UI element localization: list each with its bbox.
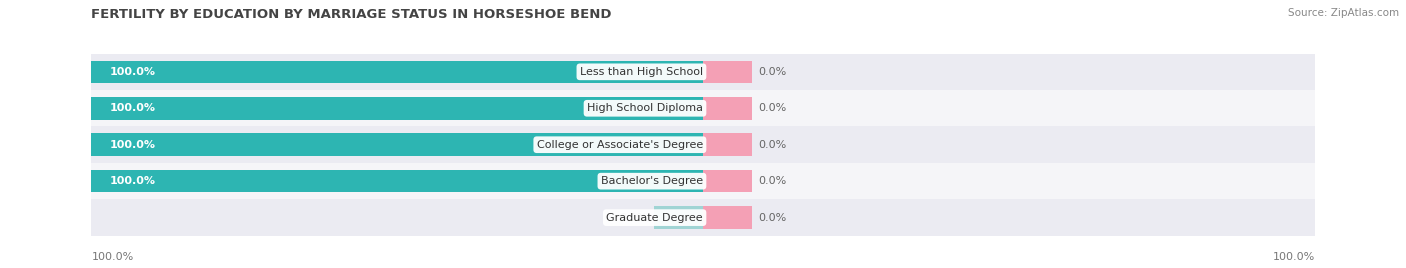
Text: College or Associate's Degree: College or Associate's Degree bbox=[537, 140, 703, 150]
Text: 0.0%: 0.0% bbox=[758, 103, 786, 113]
Text: High School Diploma: High School Diploma bbox=[586, 103, 703, 113]
Bar bbox=[703, 206, 752, 229]
Bar bbox=[91, 199, 1315, 236]
Text: Bachelor's Degree: Bachelor's Degree bbox=[600, 176, 703, 186]
Bar bbox=[703, 170, 752, 192]
Bar bbox=[703, 61, 752, 83]
Bar bbox=[91, 126, 1315, 163]
Text: 100.0%: 100.0% bbox=[110, 176, 156, 186]
Text: 100.0%: 100.0% bbox=[110, 140, 156, 150]
Text: 0.0%: 0.0% bbox=[758, 176, 786, 186]
Bar bbox=[91, 163, 1315, 199]
Text: Source: ZipAtlas.com: Source: ZipAtlas.com bbox=[1288, 8, 1399, 18]
Bar bbox=[703, 133, 752, 156]
Text: 0.0%: 0.0% bbox=[758, 67, 786, 77]
Text: 100.0%: 100.0% bbox=[110, 67, 156, 77]
Text: 0.0%: 0.0% bbox=[620, 213, 648, 223]
Bar bbox=[703, 97, 752, 120]
Bar bbox=[91, 133, 703, 156]
Text: 100.0%: 100.0% bbox=[91, 252, 134, 262]
Bar bbox=[91, 90, 1315, 126]
Text: 0.0%: 0.0% bbox=[758, 213, 786, 223]
Bar bbox=[91, 170, 703, 192]
Bar bbox=[91, 97, 703, 120]
Text: 100.0%: 100.0% bbox=[110, 103, 156, 113]
Text: Graduate Degree: Graduate Degree bbox=[606, 213, 703, 223]
Text: Less than High School: Less than High School bbox=[579, 67, 703, 77]
Bar bbox=[654, 206, 703, 229]
Bar bbox=[91, 54, 1315, 90]
Text: 0.0%: 0.0% bbox=[758, 140, 786, 150]
Text: 100.0%: 100.0% bbox=[1272, 252, 1315, 262]
Bar bbox=[91, 61, 703, 83]
Text: FERTILITY BY EDUCATION BY MARRIAGE STATUS IN HORSESHOE BEND: FERTILITY BY EDUCATION BY MARRIAGE STATU… bbox=[91, 8, 612, 21]
